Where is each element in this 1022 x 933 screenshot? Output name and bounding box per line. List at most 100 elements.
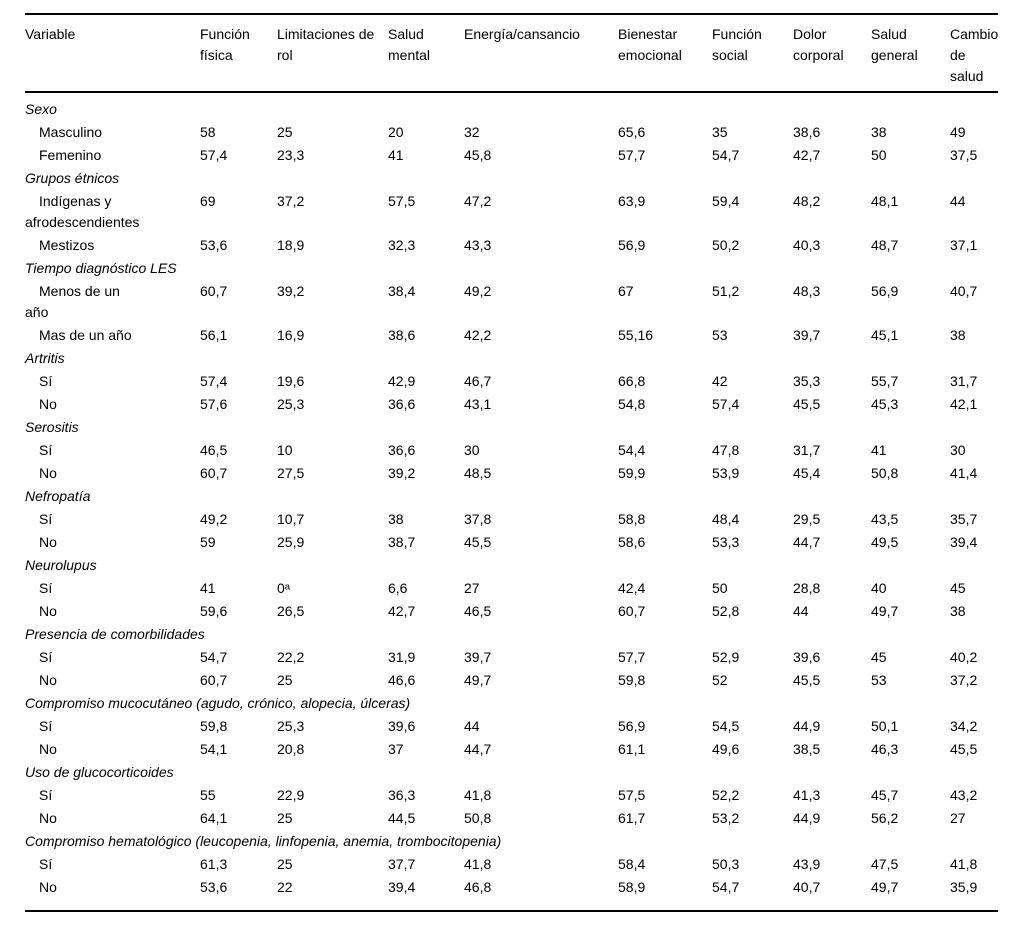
table-row: No 60,7 27,5 39,2 48,5 59,9 53,9 45,4 50,8 41,4 — [25, 462, 998, 485]
value-cell: 37,2 — [950, 672, 978, 688]
value-cell: 67 — [618, 283, 634, 299]
value-cell: 53,2 — [712, 810, 740, 826]
value-cell: 66,8 — [618, 373, 646, 389]
value-cell: 45,7 — [871, 787, 899, 803]
section-header-row: Presencia de comorbilidades — [25, 623, 998, 646]
col-header-dolor-corporal: Dolor corporal — [793, 14, 871, 93]
table-row: Sí 46,5 10 36,6 30 54,4 47,8 31,7 41 30 — [25, 439, 998, 462]
value-cell: 27,5 — [277, 465, 305, 481]
value-cell: 34,2 — [950, 718, 978, 734]
table-row: Indígenas y afrodescendientes 69 37,2 57,5 4… — [25, 190, 998, 234]
value-cell: 60,7 — [200, 672, 228, 688]
value-cell: 42,7 — [388, 603, 416, 619]
row-label: Menos de un año — [25, 283, 120, 320]
section-header-row: Compromiso mucocutáneo (agudo, crónico, … — [25, 692, 998, 715]
value-cell: 31,7 — [950, 373, 978, 389]
value-cell: 50,3 — [712, 856, 740, 872]
value-cell: 54,7 — [712, 147, 740, 163]
value-cell: 41 — [200, 580, 216, 596]
value-cell: 39,6 — [793, 649, 821, 665]
value-cell: 44,7 — [464, 741, 492, 757]
value-cell: 0ᵃ — [277, 580, 290, 596]
value-cell: 41,8 — [950, 856, 978, 872]
col-header-salud-mental: Salud mental — [388, 14, 464, 93]
value-cell: 45,5 — [950, 741, 978, 757]
value-cell: 50,2 — [712, 237, 740, 253]
value-cell: 38,6 — [388, 327, 416, 343]
table-row: No 54,1 20,8 37 44,7 61,1 49,6 38,5 46,3 45,5 — [25, 738, 998, 761]
value-cell: 28,8 — [793, 580, 821, 596]
value-cell: 56,9 — [618, 718, 646, 734]
results-table: Variable Función física Limitaciones de … — [25, 13, 998, 912]
value-cell: 46,6 — [388, 672, 416, 688]
value-cell: 27 — [950, 810, 966, 826]
value-cell: 50 — [712, 580, 728, 596]
row-label: Femenino — [39, 147, 102, 163]
value-cell: 44,7 — [793, 534, 821, 550]
value-cell: 45,1 — [871, 327, 899, 343]
value-cell: 65,6 — [618, 124, 646, 140]
value-cell: 36,6 — [388, 396, 416, 412]
value-cell: 57,6 — [200, 396, 228, 412]
table-row: Mestizos 53,6 18,9 32,3 43,3 56,9 50,2 40,3 48,7… — [25, 234, 998, 257]
row-label: Sí — [39, 511, 53, 527]
value-cell: 44,5 — [388, 810, 416, 826]
col-header-limitaciones-rol: Limitaciones de rol — [277, 14, 388, 93]
value-cell: 37,8 — [464, 511, 492, 527]
value-cell: 47,5 — [871, 856, 899, 872]
value-cell: 37,7 — [388, 856, 416, 872]
value-cell: 49,7 — [464, 672, 492, 688]
value-cell: 58,4 — [618, 856, 646, 872]
value-cell: 42 — [712, 373, 728, 389]
row-label: No — [39, 810, 57, 826]
row-label: No — [39, 534, 57, 550]
value-cell: 60,7 — [618, 603, 646, 619]
col-header-bienestar-emocional: Bienestar emocional — [618, 14, 712, 93]
value-cell: 25,3 — [277, 396, 305, 412]
value-cell: 69 — [200, 193, 216, 209]
value-cell: 52,9 — [712, 649, 740, 665]
value-cell: 22,9 — [277, 787, 305, 803]
value-cell: 35,9 — [950, 879, 978, 895]
value-cell: 41 — [871, 442, 887, 458]
value-cell: 45 — [871, 649, 887, 665]
value-cell: 40,2 — [950, 649, 978, 665]
value-cell: 45 — [950, 580, 966, 596]
value-cell: 23,3 — [277, 147, 305, 163]
value-cell: 53,9 — [712, 465, 740, 481]
value-cell: 31,7 — [793, 442, 821, 458]
value-cell: 22 — [277, 879, 293, 895]
value-cell: 10,7 — [277, 511, 305, 527]
value-cell: 59,8 — [200, 718, 228, 734]
section-label: Tiempo diagnóstico LES — [25, 260, 177, 276]
header-row: Variable Función física Limitaciones de … — [25, 14, 998, 93]
value-cell: 45,5 — [793, 672, 821, 688]
value-cell: 48,4 — [712, 511, 740, 527]
table-row: No 53,6 22 39,4 46,8 58,9 54,7 40,7 49,7 35,9 — [25, 876, 998, 911]
row-label: Sí — [39, 649, 53, 665]
value-cell: 53,6 — [200, 879, 228, 895]
table-row: Sí 55 22,9 36,3 41,8 57,5 52,2 41,3 45,7 43,2 — [25, 784, 998, 807]
value-cell: 53 — [712, 327, 728, 343]
value-cell: 42,2 — [464, 327, 492, 343]
value-cell: 48,7 — [871, 237, 899, 253]
col-header-variable: Variable — [25, 14, 200, 93]
table-row: No 64,1 25 44,5 50,8 61,7 53,2 44,9 56,2 27 — [25, 807, 998, 830]
value-cell: 61,3 — [200, 856, 228, 872]
row-label: No — [39, 879, 57, 895]
value-cell: 25 — [277, 856, 293, 872]
value-cell: 58,8 — [618, 511, 646, 527]
col-header-funcion-social: Función social — [712, 14, 793, 93]
table-row: No 59 25,9 38,7 45,5 58,6 53,3 44,7 49,5 39,4 — [25, 531, 998, 554]
value-cell: 59,8 — [618, 672, 646, 688]
row-label: Sí — [39, 718, 53, 734]
value-cell: 53,3 — [712, 534, 740, 550]
value-cell: 32,3 — [388, 237, 416, 253]
table-row: Sí 59,8 25,3 39,6 44 56,9 54,5 44,9 50,1 34,2 — [25, 715, 998, 738]
value-cell: 52 — [712, 672, 728, 688]
row-label: Indígenas y afrodescendientes — [25, 193, 140, 230]
value-cell: 57,4 — [200, 147, 228, 163]
value-cell: 26,5 — [277, 603, 305, 619]
value-cell: 59,9 — [618, 465, 646, 481]
